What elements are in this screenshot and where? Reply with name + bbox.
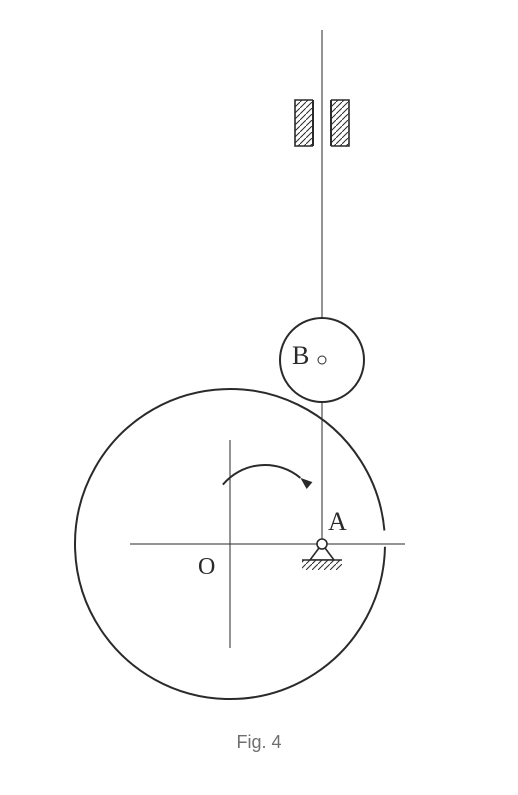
label-o: O [198,554,215,580]
label-a: A [328,507,347,536]
diagram-stage: O A B Fig. 4 [0,0,518,795]
guide-block-right [331,100,349,146]
rotation-arrowhead [300,478,312,489]
mechanism-diagram-svg: O A B [0,0,518,795]
label-b: B [292,341,309,370]
guide-block-left [295,100,313,146]
rotation-arc [223,465,300,485]
figure-caption: Fig. 4 [0,732,518,753]
